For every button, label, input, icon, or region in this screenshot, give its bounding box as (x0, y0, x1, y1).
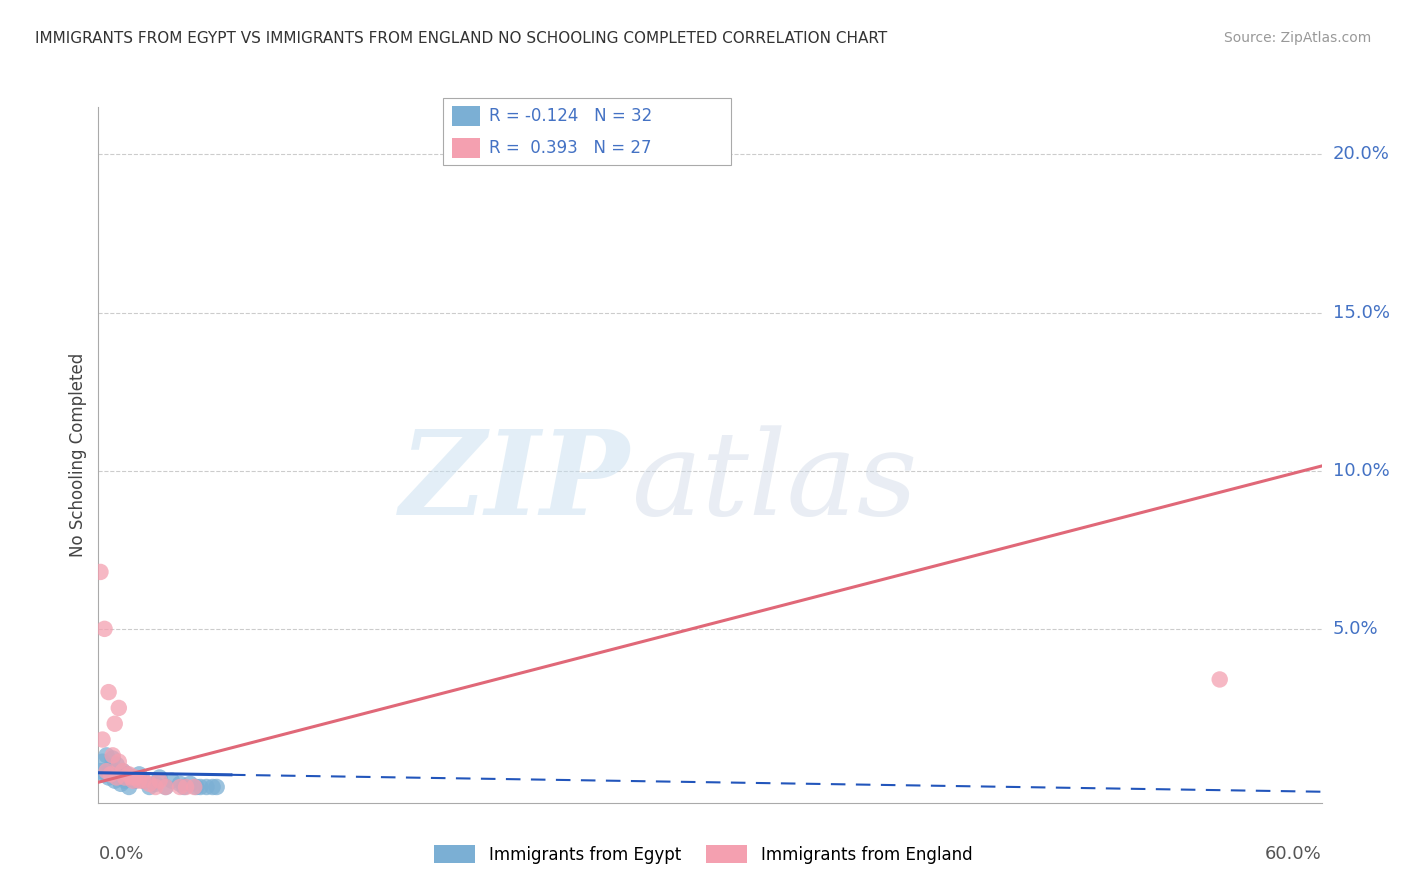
Point (186, 780, 208, 794)
Text: ZIP: ZIP (401, 425, 630, 541)
Point (110, 777, 132, 791)
Y-axis label: No Schooling Completed: No Schooling Completed (69, 353, 87, 557)
Point (91, 732, 114, 747)
Point (205, 780, 228, 794)
Point (105, 757, 128, 772)
Point (188, 780, 212, 794)
Point (93, 767, 115, 781)
Point (118, 767, 141, 781)
Point (115, 767, 138, 781)
Point (101, 748, 124, 763)
Point (101, 751, 124, 765)
Point (124, 773, 146, 788)
Point (108, 771, 131, 785)
Point (97, 685, 120, 699)
Point (169, 780, 191, 794)
Text: Source: ZipAtlas.com: Source: ZipAtlas.com (1223, 31, 1371, 45)
Bar (451, 138, 481, 159)
Text: 10.0%: 10.0% (1333, 462, 1389, 480)
Point (183, 780, 205, 794)
Point (89, 764, 111, 779)
Text: 0.0%: 0.0% (98, 845, 143, 863)
Point (111, 764, 134, 779)
Point (160, 773, 183, 788)
Point (114, 771, 136, 785)
Point (174, 780, 197, 794)
Point (108, 701, 131, 715)
Text: R = -0.124   N = 32: R = -0.124 N = 32 (489, 107, 652, 125)
Point (132, 773, 155, 788)
Point (138, 777, 160, 791)
Point (124, 771, 146, 785)
Point (155, 780, 177, 794)
Point (118, 780, 141, 794)
Point (100, 761, 122, 775)
Point (179, 777, 201, 791)
Point (145, 780, 167, 794)
Point (201, 780, 224, 794)
Legend: Immigrants from Egypt, Immigrants from England: Immigrants from Egypt, Immigrants from E… (427, 838, 979, 871)
Point (104, 773, 127, 788)
Point (155, 780, 177, 794)
Point (105, 771, 128, 785)
Text: 5.0%: 5.0% (1333, 620, 1378, 638)
Point (89, 565, 111, 579)
Text: 15.0%: 15.0% (1333, 303, 1389, 322)
Point (169, 777, 191, 791)
Point (93, 622, 115, 636)
Point (195, 780, 218, 794)
Point (128, 767, 150, 781)
Point (173, 780, 195, 794)
Text: 60.0%: 60.0% (1265, 845, 1322, 863)
Point (104, 716, 127, 731)
Point (120, 771, 142, 785)
Point (1209, 673, 1232, 687)
Point (120, 771, 142, 785)
Point (91, 755, 114, 769)
Point (97, 771, 120, 785)
Text: R =  0.393   N = 27: R = 0.393 N = 27 (489, 139, 651, 157)
Point (100, 767, 122, 781)
Point (149, 771, 172, 785)
Point (111, 764, 134, 779)
Text: IMMIGRANTS FROM EGYPT VS IMMIGRANTS FROM ENGLAND NO SCHOOLING COMPLETED CORRELAT: IMMIGRANTS FROM EGYPT VS IMMIGRANTS FROM… (35, 31, 887, 46)
Text: 20.0%: 20.0% (1333, 145, 1389, 163)
Point (96, 764, 118, 779)
Point (122, 773, 145, 788)
Bar (451, 106, 481, 127)
Point (145, 777, 167, 791)
Text: atlas: atlas (630, 425, 917, 541)
FancyBboxPatch shape (443, 98, 731, 165)
Point (132, 773, 155, 788)
Point (149, 773, 172, 788)
Point (138, 780, 160, 794)
Point (128, 773, 150, 788)
Point (96, 748, 118, 763)
Point (108, 755, 131, 769)
Point (114, 773, 136, 788)
